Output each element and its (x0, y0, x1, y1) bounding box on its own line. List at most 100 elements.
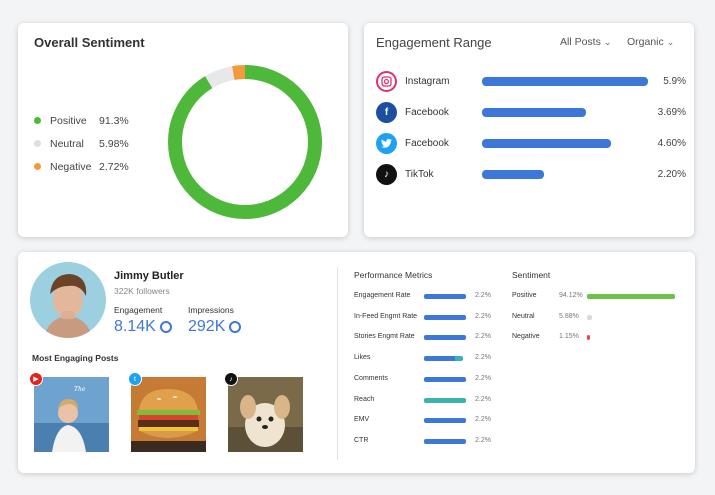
loading-ring-icon (229, 321, 242, 333)
metric-label: In-Feed Engmt Rate (354, 312, 418, 320)
legend-value: 91.3% (99, 114, 129, 127)
metric-bar (424, 356, 464, 362)
most-engaging-posts-title: Most Engaging Posts (32, 353, 119, 363)
post-thumbnail[interactable]: The (34, 377, 109, 452)
metric-value: 2.2% (475, 333, 491, 341)
post-thumbnail[interactable] (228, 377, 303, 452)
engagement-row-twitter: Facebook 4.60% (376, 132, 686, 154)
sentiment-bar (587, 314, 593, 320)
engagement-bar (482, 76, 648, 86)
performance-metrics-title: Performance Metrics (354, 270, 433, 280)
sentiment-label: Negative (512, 333, 540, 341)
platform-name: TikTok (405, 168, 434, 180)
legend-item-neutral: Neutral 5.98% (34, 132, 129, 155)
dropdown-label: All Posts (560, 36, 601, 48)
metric-row: Engagement Rate 2.2% (354, 291, 492, 303)
chevron-down-icon: ⌄ (666, 37, 675, 47)
metric-bar-track (424, 376, 466, 382)
metric-row: Reach 2.2% (354, 395, 492, 407)
metric-bar (424, 294, 466, 299)
influencer-profile-card: Jimmy Butler 322K followers Engagement 8… (18, 252, 695, 473)
legend-label: Negative (50, 160, 92, 173)
impressions-value: 292K (188, 318, 226, 335)
profile-name: Jimmy Butler (114, 270, 184, 282)
donut-segment-positive (168, 65, 322, 219)
loading-ring-icon (159, 321, 172, 333)
sentiment-donut-chart (168, 65, 322, 219)
legend-item-positive: Positive 91.3% (34, 109, 129, 132)
youtube-icon: ▶ (29, 372, 43, 386)
sentiment-bar (587, 335, 590, 341)
platform-name: Facebook (405, 137, 449, 149)
metric-value: 2.2% (475, 292, 491, 299)
metric-value: 2.2% (475, 374, 491, 382)
metric-bar (424, 397, 466, 403)
svg-text:The: The (74, 386, 86, 393)
donut-segment-negative (168, 65, 322, 219)
sentiment-row-positive: Positive 94.12% (512, 291, 684, 303)
sentiment-title: Sentiment (512, 270, 551, 280)
metric-label: Engagement Rate (354, 292, 411, 299)
tiktok-icon: ♪ (224, 372, 238, 386)
legend-label: Positive (50, 114, 87, 127)
facebook-icon: f (376, 101, 397, 123)
metric-bar (424, 438, 466, 444)
engagement-label: Engagement (114, 305, 163, 315)
sentiment-label: Positive (512, 292, 537, 299)
section-divider (337, 267, 338, 460)
metric-bar-track (424, 335, 466, 341)
metric-label: Likes (354, 354, 371, 362)
avatar[interactable] (30, 262, 106, 338)
metric-bar (424, 335, 466, 341)
posts-filter-dropdown[interactable]: All Posts ⌄ (560, 36, 611, 48)
legend-value: 2.72% (99, 160, 129, 173)
engagement-bar-track (482, 169, 648, 179)
neutral-dot (34, 140, 41, 147)
metric-bar-track (424, 294, 466, 299)
metric-value: 2.2% (475, 416, 491, 424)
sentiment-label: Neutral (512, 312, 535, 320)
engagement-bar-track (482, 138, 648, 148)
impressions-stat: 292K (188, 318, 242, 336)
platform-name: Facebook (405, 106, 449, 118)
organic-filter-dropdown[interactable]: Organic ⌄ (627, 36, 674, 48)
twitter-icon (376, 132, 397, 154)
tiktok-icon: ♪ (376, 163, 397, 185)
engagement-bar (482, 138, 612, 148)
metric-label: Comments (354, 374, 388, 382)
metric-bar-track (424, 397, 466, 403)
metric-row: Comments 2.2% (354, 374, 492, 386)
negative-dot (34, 163, 41, 170)
sentiment-legend: Positive 91.3% Neutral 5.98% Negative 2.… (34, 109, 129, 178)
legend-value: 5.98% (99, 137, 129, 150)
overall-sentiment-card: Overall Sentiment Positive 91.3% Neutral… (18, 23, 348, 237)
legend-item-negative: Negative 2.72% (34, 155, 129, 178)
sentiment-value: 94.12% (559, 292, 583, 299)
metric-row: Stories Engmt Rate 2.2% (354, 332, 492, 344)
twitter-icon: t (128, 372, 142, 386)
metric-label: Stories Engmt Rate (354, 333, 415, 341)
metric-row: CTR 2.2% (354, 436, 492, 448)
metric-row: Likes 2.2% (354, 353, 492, 365)
dropdown-label: Organic (627, 36, 664, 48)
engagement-row-instagram: Instagram 5.9% (376, 70, 686, 92)
metric-bar (424, 418, 466, 424)
platform-name: Instagram (405, 75, 450, 87)
metric-bar-track (424, 314, 466, 320)
engagement-stat: 8.14K (114, 318, 172, 336)
engagement-value: 2.20% (657, 168, 686, 180)
post-thumbnail[interactable] (131, 377, 206, 452)
engagement-range-card: Engagement Range All Posts ⌄ Organic ⌄ Ins… (364, 23, 694, 237)
metric-value: 2.2% (475, 312, 491, 320)
engagement-row-tiktok: ♪ TikTok 2.20% (376, 163, 686, 185)
overall-sentiment-title: Overall Sentiment (34, 35, 145, 50)
legend-label: Neutral (50, 137, 84, 150)
metric-bar (424, 314, 466, 320)
instagram-icon (376, 70, 397, 92)
metric-label: CTR (354, 436, 369, 444)
metric-value: 2.2% (475, 436, 491, 444)
engagement-bar-track (482, 76, 648, 86)
follower-count: 322K followers (114, 286, 170, 296)
engagement-bar-track (482, 107, 648, 117)
engagement-value: 5.9% (663, 75, 686, 87)
